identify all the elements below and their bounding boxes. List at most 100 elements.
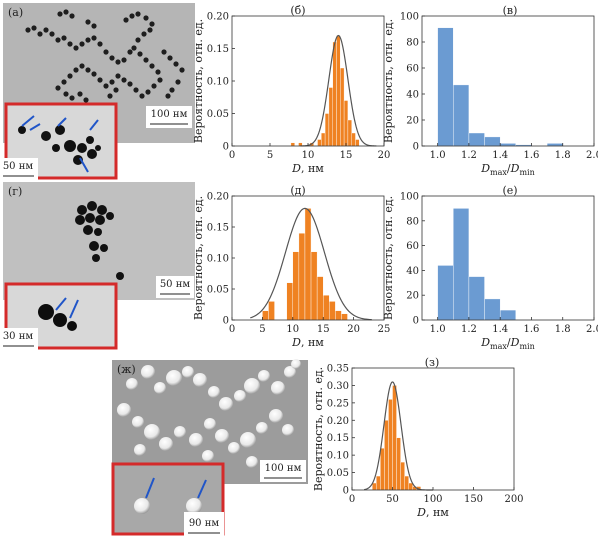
particle xyxy=(75,215,85,225)
histogram-bar xyxy=(404,475,409,491)
particle xyxy=(55,85,61,91)
y-tick-label: 0.05 xyxy=(327,468,349,479)
particle xyxy=(77,143,87,153)
x-axis-label: D, нм xyxy=(291,336,324,349)
particle xyxy=(127,49,133,55)
histogram-bar xyxy=(286,282,294,321)
particle xyxy=(240,432,256,448)
histogram-bar xyxy=(304,208,312,321)
histogram-bar xyxy=(484,136,501,147)
x-tick-label: 1.6 xyxy=(524,150,540,161)
histogram-bar xyxy=(262,310,269,321)
particle xyxy=(85,213,95,223)
histogram-bar xyxy=(343,100,349,147)
histogram-bar xyxy=(372,482,377,491)
chart-panel-z: 0 50 100 150 200 0 0.05 0.10 0.15 0.20 0.25 0.30 0.3… xyxy=(312,356,524,519)
particle xyxy=(73,45,79,51)
histogram-bar xyxy=(468,132,485,147)
particle xyxy=(291,359,301,369)
y-tick-label: 0.05 xyxy=(207,109,229,120)
x-tick-label: 50 xyxy=(386,494,399,505)
x-tick-label: 100 xyxy=(423,494,442,505)
particle xyxy=(166,370,182,386)
histogram-bar xyxy=(380,447,385,491)
particle xyxy=(38,304,54,320)
y-axis-label: Вероятность, отн. ед. xyxy=(312,367,325,491)
y-tick-label: 0 xyxy=(413,142,419,153)
particle xyxy=(147,27,153,33)
particle xyxy=(67,321,77,331)
particle xyxy=(77,91,83,97)
y-tick-label: 0.10 xyxy=(207,77,229,88)
histogram-bar xyxy=(499,309,517,321)
micrograph-a-scalebar-box xyxy=(146,106,192,128)
y-axis-label: Вероятность, отн. ед. xyxy=(192,19,205,143)
particle xyxy=(31,25,37,31)
micrograph-zh: (ж) 100 нм 90 нм xyxy=(111,359,308,536)
particle xyxy=(55,37,61,43)
histogram-bar xyxy=(396,437,401,491)
micrograph-a-inset-scalebar-box xyxy=(0,158,38,180)
arrow xyxy=(79,157,89,173)
x-tick-label: 1.0 xyxy=(430,150,446,161)
y-tick-label: 0.35 xyxy=(327,364,349,375)
histogram-bar xyxy=(335,310,342,321)
histogram-bar xyxy=(298,232,306,321)
histogram-bar xyxy=(268,301,275,321)
particle xyxy=(135,11,141,17)
particle xyxy=(67,73,73,79)
particle xyxy=(174,426,186,438)
particle xyxy=(73,155,83,165)
particle xyxy=(173,61,179,67)
particle xyxy=(83,225,93,235)
particle xyxy=(103,49,109,55)
y-tick-label: 0.20 xyxy=(207,192,229,203)
histogram-bar xyxy=(324,113,330,147)
y-tick-label: 0 xyxy=(413,316,419,327)
y-tick-label: 0.10 xyxy=(327,451,349,462)
x-axis-label: Dmax/Dmin xyxy=(480,162,535,177)
particle xyxy=(41,131,51,141)
particle xyxy=(95,145,101,151)
particle xyxy=(85,37,91,43)
x-axis-label: D, нм xyxy=(291,162,324,175)
particle xyxy=(139,93,145,99)
panel-label: (е) xyxy=(502,184,517,197)
fit-curve xyxy=(250,207,372,321)
y-tick-label: 60 xyxy=(406,64,419,75)
particle xyxy=(18,126,26,134)
chart-panel-d: 0 5 10 15 20 25 0 0.05 0.10 0.15 0.20 (д) D, нм Вероя… xyxy=(192,184,390,349)
y-tick-label: 60 xyxy=(406,241,419,252)
particle xyxy=(282,424,294,436)
y-tick-label: 100 xyxy=(400,12,419,23)
particle xyxy=(127,81,133,87)
particle xyxy=(61,35,67,41)
histogram-bar xyxy=(400,461,405,491)
x-tick-label: 2.0 xyxy=(586,150,598,161)
y-tick-label: 0.25 xyxy=(327,398,349,409)
x-tick-label: 15 xyxy=(317,324,330,335)
particle xyxy=(133,87,139,93)
arrow xyxy=(69,299,79,319)
particle xyxy=(61,79,67,85)
panel-label: (в) xyxy=(503,4,518,17)
particle xyxy=(69,95,75,101)
particle xyxy=(155,69,161,75)
particle xyxy=(258,370,270,382)
micrograph-a-label: (а) xyxy=(8,6,23,19)
micrograph-zh-scalebar-label: 100 нм xyxy=(265,463,302,474)
histogram-bar xyxy=(310,251,318,321)
y-tick-label: 0.20 xyxy=(327,416,349,427)
x-tick-label: 10 xyxy=(286,324,299,335)
particle xyxy=(103,83,109,89)
particle xyxy=(208,386,220,398)
micrograph-zh-particles xyxy=(117,359,301,468)
particle xyxy=(109,79,115,85)
micrograph-g-label: (г) xyxy=(8,185,22,198)
particle xyxy=(115,73,121,79)
micrograph-g-scalebar-label: 50 нм xyxy=(160,279,191,290)
particle xyxy=(94,228,102,236)
y-tick-label: 0 xyxy=(223,316,229,327)
particle xyxy=(141,31,147,37)
